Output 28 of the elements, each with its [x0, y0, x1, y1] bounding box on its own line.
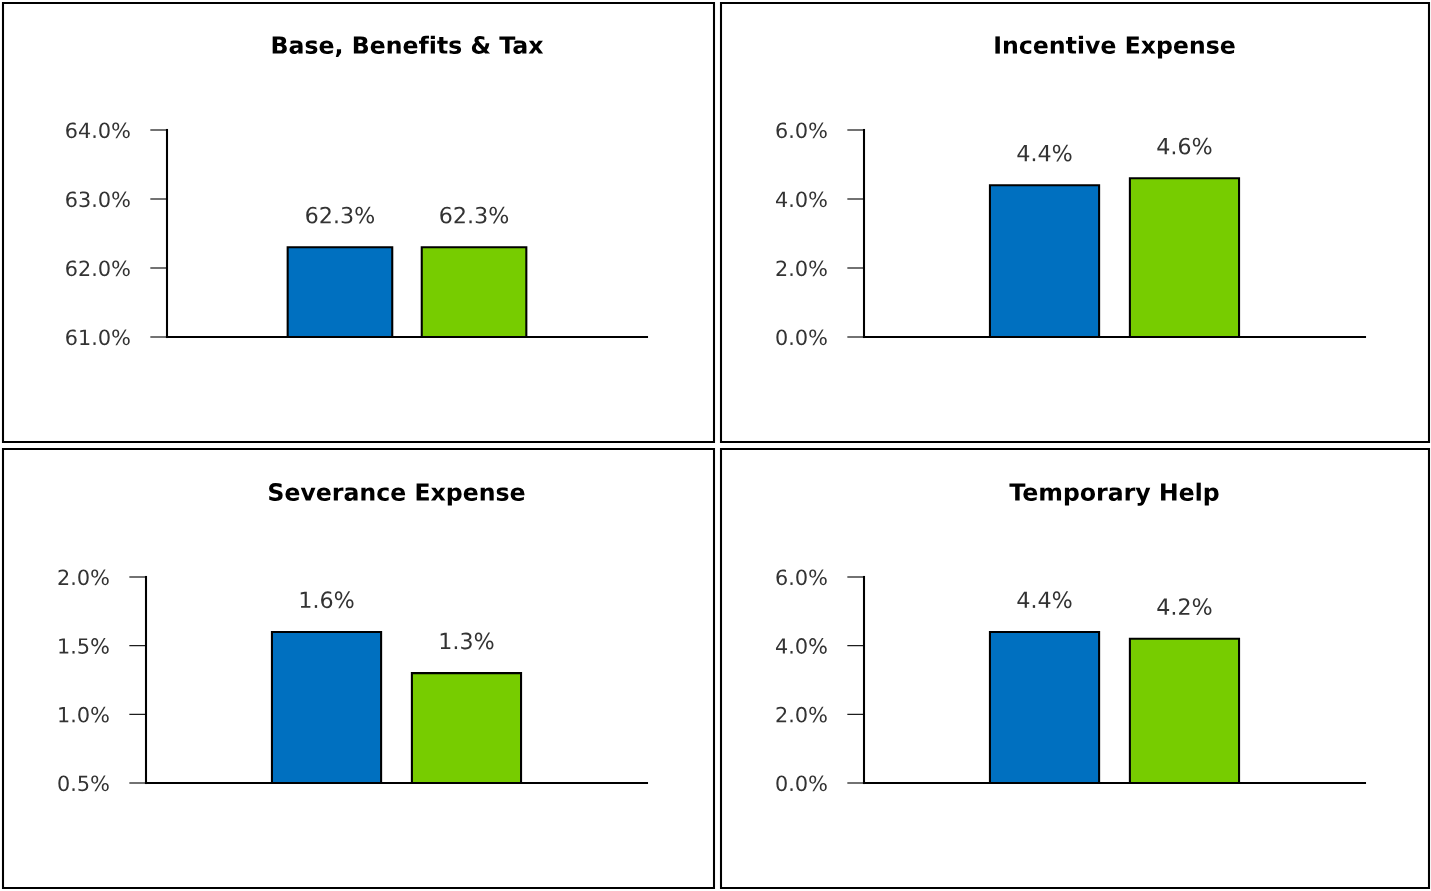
y-tick-label: 62.0%	[66, 260, 130, 277]
y-tick-label: 2.0%	[776, 260, 827, 277]
chart-title: Temporary Help	[1009, 482, 1219, 506]
y-tick-label: 1.5%	[59, 638, 109, 654]
y-tick-label: 64.0%	[66, 122, 130, 139]
y-tick-label: 2.0%	[776, 706, 827, 723]
data-label: 4.6%	[1157, 137, 1212, 155]
y-tick-label: 0.5%	[58, 775, 109, 792]
data-label: 62.3%	[440, 206, 509, 224]
y-tick-label: 0.0%	[776, 329, 827, 346]
data-label: 4.2%	[1157, 598, 1212, 616]
chart-title: Base, Benefits & Tax	[272, 35, 544, 57]
data-label: 4.4%	[1017, 591, 1072, 609]
y-tick-label: 63.0%	[66, 191, 130, 208]
y-tick-label: 2.0%	[58, 569, 109, 586]
y-tick-label: 6.0%	[776, 122, 827, 139]
y-tick-label: 61.0%	[66, 329, 130, 346]
y-tick-label: 4.0%	[775, 638, 827, 654]
data-label: 4.4%	[1017, 144, 1072, 162]
y-tick-label: 0.0%	[776, 775, 827, 792]
data-label: 1.6%	[300, 591, 354, 609]
chart-title: Severance Expense	[269, 483, 525, 506]
data-label: 62.3%	[306, 206, 375, 224]
y-tick-label: 6.0%	[776, 569, 827, 586]
chart-title: Incentive Expense	[995, 35, 1235, 59]
y-tick-label: 4.0%	[775, 191, 827, 208]
y-tick-label: 1.0%	[59, 706, 109, 723]
data-label: 1.3%	[440, 632, 494, 650]
